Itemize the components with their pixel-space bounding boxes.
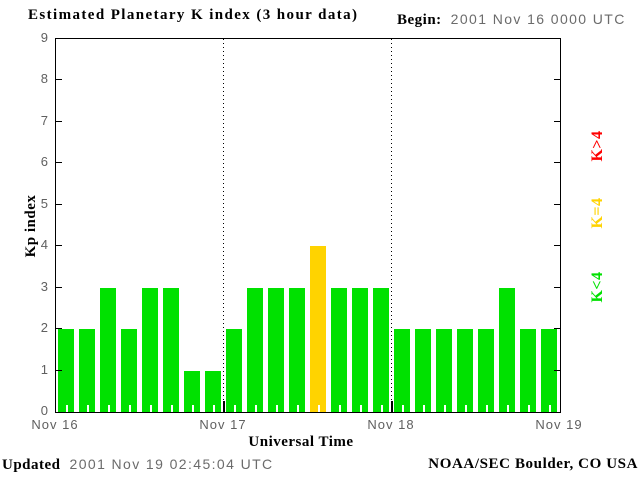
x-minor-tick: [443, 405, 446, 412]
updated-label: Updated: [2, 457, 61, 473]
x-minor-tick: [380, 405, 383, 412]
begin-timestamp: Begin: 2001 Nov 16 0000 UTC: [397, 11, 626, 29]
y-tick-label: 6: [40, 154, 48, 169]
kp-bar: [310, 246, 326, 412]
y-tick-left: [56, 79, 62, 80]
y-tick-right: [554, 121, 560, 122]
x-axis-title: Universal Time: [248, 434, 354, 450]
x-minor-tick: [254, 405, 257, 412]
kp-bar: [373, 288, 389, 412]
x-minor-tick: [338, 405, 341, 412]
kp-bar: [184, 371, 200, 412]
x-minor-tick: [212, 405, 215, 412]
plot-frame: [55, 38, 561, 413]
begin-label: Begin:: [397, 12, 442, 28]
y-tick-label: 2: [40, 320, 48, 335]
x-minor-tick: [107, 405, 110, 412]
y-tick-left: [56, 370, 62, 371]
kp-bar: [142, 288, 158, 412]
kp-bar: [352, 288, 368, 412]
begin-value: 2001 Nov 16 0000 UTC: [450, 11, 626, 27]
y-tick-label: 0: [40, 403, 48, 418]
x-minor-tick: [170, 405, 173, 412]
kp-bar: [247, 288, 263, 412]
plot-area: [56, 39, 560, 412]
kp-bar: [289, 288, 305, 412]
kp-bar: [436, 329, 452, 412]
x-tick-label: Nov 16: [31, 417, 79, 432]
updated-timestamp: Updated 2001 Nov 19 02:45:04 UTC: [2, 456, 274, 474]
credit-text: NOAA/SEC Boulder, CO USA: [428, 456, 638, 472]
x-tick-label: Nov 17: [199, 417, 247, 432]
kp-bar: [520, 329, 536, 412]
x-tick-label: Nov 19: [535, 417, 583, 432]
kp-bar: [499, 288, 515, 412]
x-minor-tick: [485, 405, 488, 412]
y-tick-right: [554, 245, 560, 246]
y-axis-title: Kp index: [23, 194, 39, 258]
kp-bar: [415, 329, 431, 412]
x-minor-tick: [527, 405, 530, 412]
y-tick-label: 4: [40, 237, 48, 252]
x-day-tick: [391, 401, 393, 412]
legend-item: K>4: [589, 130, 606, 162]
kp-bar: [121, 329, 137, 412]
kp-bar: [79, 329, 95, 412]
y-tick-right: [554, 204, 560, 205]
day-boundary-line: [223, 39, 224, 412]
kp-bar: [331, 288, 347, 412]
y-tick-label: 8: [40, 71, 48, 86]
kp-bar: [226, 329, 242, 412]
y-tick-right: [554, 287, 560, 288]
kp-bar: [478, 329, 494, 412]
x-minor-tick: [506, 405, 509, 412]
y-tick-left: [56, 121, 62, 122]
chart-title: Estimated Planetary K index (3 hour data…: [28, 7, 359, 23]
x-tick-label: Nov 18: [367, 417, 415, 432]
y-tick-right: [554, 370, 560, 371]
y-tick-left: [56, 328, 62, 329]
x-minor-tick: [422, 405, 425, 412]
x-minor-tick: [464, 405, 467, 412]
y-tick-right: [554, 79, 560, 80]
kp-bar: [541, 329, 557, 412]
kp-bar: [205, 371, 221, 412]
x-minor-tick: [548, 405, 551, 412]
x-minor-tick: [275, 405, 278, 412]
legend-item: K=4: [589, 197, 606, 229]
y-tick-right: [554, 328, 560, 329]
kp-bar: [457, 329, 473, 412]
x-minor-tick: [149, 405, 152, 412]
kp-bar: [268, 288, 284, 412]
y-tick-left: [56, 204, 62, 205]
y-tick-label: 9: [40, 30, 48, 45]
updated-value: 2001 Nov 19 02:45:04 UTC: [69, 456, 274, 472]
y-tick-label: 1: [40, 362, 48, 377]
x-minor-tick: [296, 405, 299, 412]
kp-bar: [100, 288, 116, 412]
x-minor-tick: [65, 405, 68, 412]
x-minor-tick: [128, 405, 131, 412]
y-tick-left: [56, 162, 62, 163]
x-minor-tick: [401, 405, 404, 412]
x-minor-tick: [317, 405, 320, 412]
x-day-tick: [223, 401, 225, 412]
legend-item: K<4: [589, 271, 606, 303]
x-minor-tick: [191, 405, 194, 412]
y-tick-label: 7: [40, 113, 48, 128]
x-minor-tick: [233, 405, 236, 412]
y-tick-label: 3: [40, 279, 48, 294]
x-minor-tick: [359, 405, 362, 412]
y-tick-left: [56, 287, 62, 288]
day-boundary-line: [391, 39, 392, 412]
x-minor-tick: [86, 405, 89, 412]
kp-bar: [58, 329, 74, 412]
kp-bar: [394, 329, 410, 412]
y-tick-right: [554, 162, 560, 163]
y-tick-label: 5: [40, 196, 48, 211]
y-tick-left: [56, 245, 62, 246]
kp-bar: [163, 288, 179, 412]
